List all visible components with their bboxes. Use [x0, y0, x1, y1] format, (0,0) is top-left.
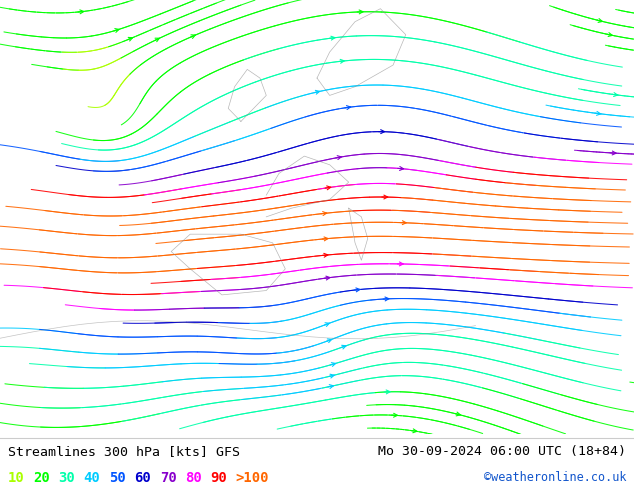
Text: 30: 30 — [58, 470, 75, 485]
Polygon shape — [304, 234, 476, 269]
Polygon shape — [0, 260, 190, 434]
Text: Streamlines 300 hPa [kts] GFS: Streamlines 300 hPa [kts] GFS — [8, 445, 240, 458]
Text: 80: 80 — [185, 470, 202, 485]
Text: ©weatheronline.co.uk: ©weatheronline.co.uk — [484, 471, 626, 484]
Text: 50: 50 — [109, 470, 126, 485]
Text: 70: 70 — [160, 470, 176, 485]
Text: 60: 60 — [134, 470, 151, 485]
Text: >100: >100 — [236, 470, 269, 485]
Polygon shape — [222, 44, 368, 96]
Text: 40: 40 — [84, 470, 100, 485]
Polygon shape — [0, 251, 349, 434]
Text: 20: 20 — [33, 470, 49, 485]
Text: 90: 90 — [210, 470, 227, 485]
Text: 10: 10 — [8, 470, 24, 485]
Text: Mo 30-09-2024 06:00 UTC (18+84): Mo 30-09-2024 06:00 UTC (18+84) — [378, 445, 626, 458]
